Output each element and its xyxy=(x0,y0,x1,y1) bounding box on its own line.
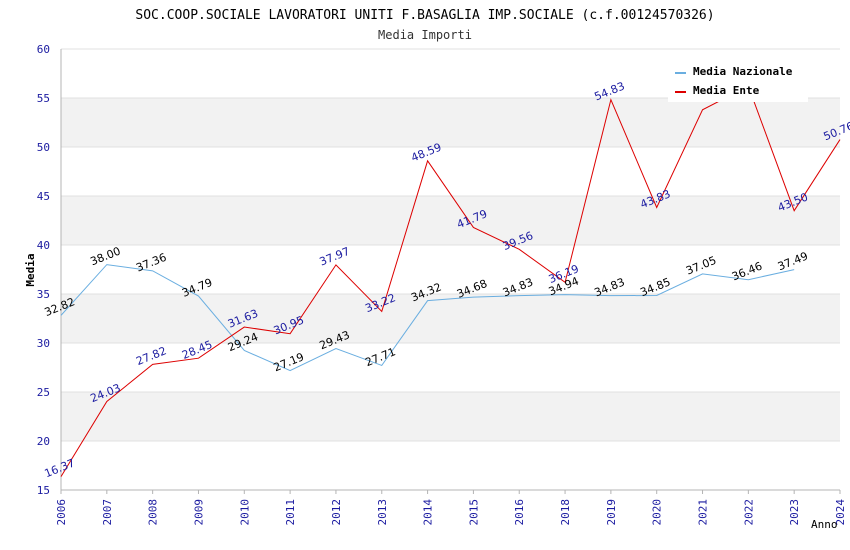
series-line-media-nazionale xyxy=(60,264,795,372)
x-tick-2015: 2015 xyxy=(467,499,480,526)
legend-background xyxy=(668,60,808,102)
x-axis-label: Anno xyxy=(811,518,838,531)
y-tick-40: 40 xyxy=(37,239,50,252)
y-tick-30: 30 xyxy=(37,337,50,350)
y-tick-20: 20 xyxy=(37,435,50,448)
legend: Media Nazionale Media Ente xyxy=(668,60,808,102)
x-tick-2016: 2016 xyxy=(513,499,526,526)
band-35 xyxy=(61,245,840,294)
x-tick-labels: 2006 2007 2008 2009 2010 2011 2012 2013 2014 2015… xyxy=(55,499,847,526)
y-tick-labels: 15 20 25 30 35 40 45 50 55 60 xyxy=(37,43,50,497)
chart-subtitle: Media Importi xyxy=(378,28,472,42)
x-tick-2021: 2021 xyxy=(697,499,710,526)
x-tick-2019: 2019 xyxy=(605,499,618,526)
x-tick-2008: 2008 xyxy=(147,499,160,526)
y-axis-label: Media xyxy=(24,253,37,286)
x-tick-2023: 2023 xyxy=(788,499,801,526)
grid-lines xyxy=(60,48,841,494)
x-tick-2009: 2009 xyxy=(192,499,205,526)
band-45 xyxy=(61,147,840,196)
x-tick-2022: 2022 xyxy=(742,499,755,526)
x-tick-2012: 2012 xyxy=(330,499,343,526)
y-tick-50: 50 xyxy=(37,141,50,154)
band-20 xyxy=(61,392,840,441)
band-40 xyxy=(61,196,840,245)
x-tick-2014: 2014 xyxy=(422,499,435,526)
y-tick-15: 15 xyxy=(37,484,50,497)
legend-label-ente: Media Ente xyxy=(693,84,760,97)
x-tick-2018: 2018 xyxy=(559,499,572,526)
y-tick-60: 60 xyxy=(37,43,50,56)
series-lines xyxy=(60,85,841,477)
y-tick-45: 45 xyxy=(37,190,50,203)
y-tick-55: 55 xyxy=(37,92,50,105)
y-tick-35: 35 xyxy=(37,288,50,301)
x-tick-2006: 2006 xyxy=(55,499,68,526)
x-tick-2010: 2010 xyxy=(238,499,251,526)
band-50 xyxy=(61,98,840,147)
x-tick-2024: 2024 xyxy=(834,499,847,526)
band-15 xyxy=(61,441,840,490)
band-25 xyxy=(61,343,840,392)
x-tick-2013: 2013 xyxy=(376,499,389,526)
x-tick-2007: 2007 xyxy=(101,499,114,526)
y-tick-25: 25 xyxy=(37,386,50,399)
x-tick-2020: 2020 xyxy=(651,499,664,526)
x-tick-2011: 2011 xyxy=(284,499,297,526)
background-bands xyxy=(61,49,840,490)
legend-label-nazionale: Media Nazionale xyxy=(693,65,793,78)
series-line-media-ente xyxy=(60,85,841,477)
band-30 xyxy=(61,294,840,343)
chart-title: SOC.COOP.SOCIALE LAVORATORI UNITI F.BASA… xyxy=(135,8,714,23)
